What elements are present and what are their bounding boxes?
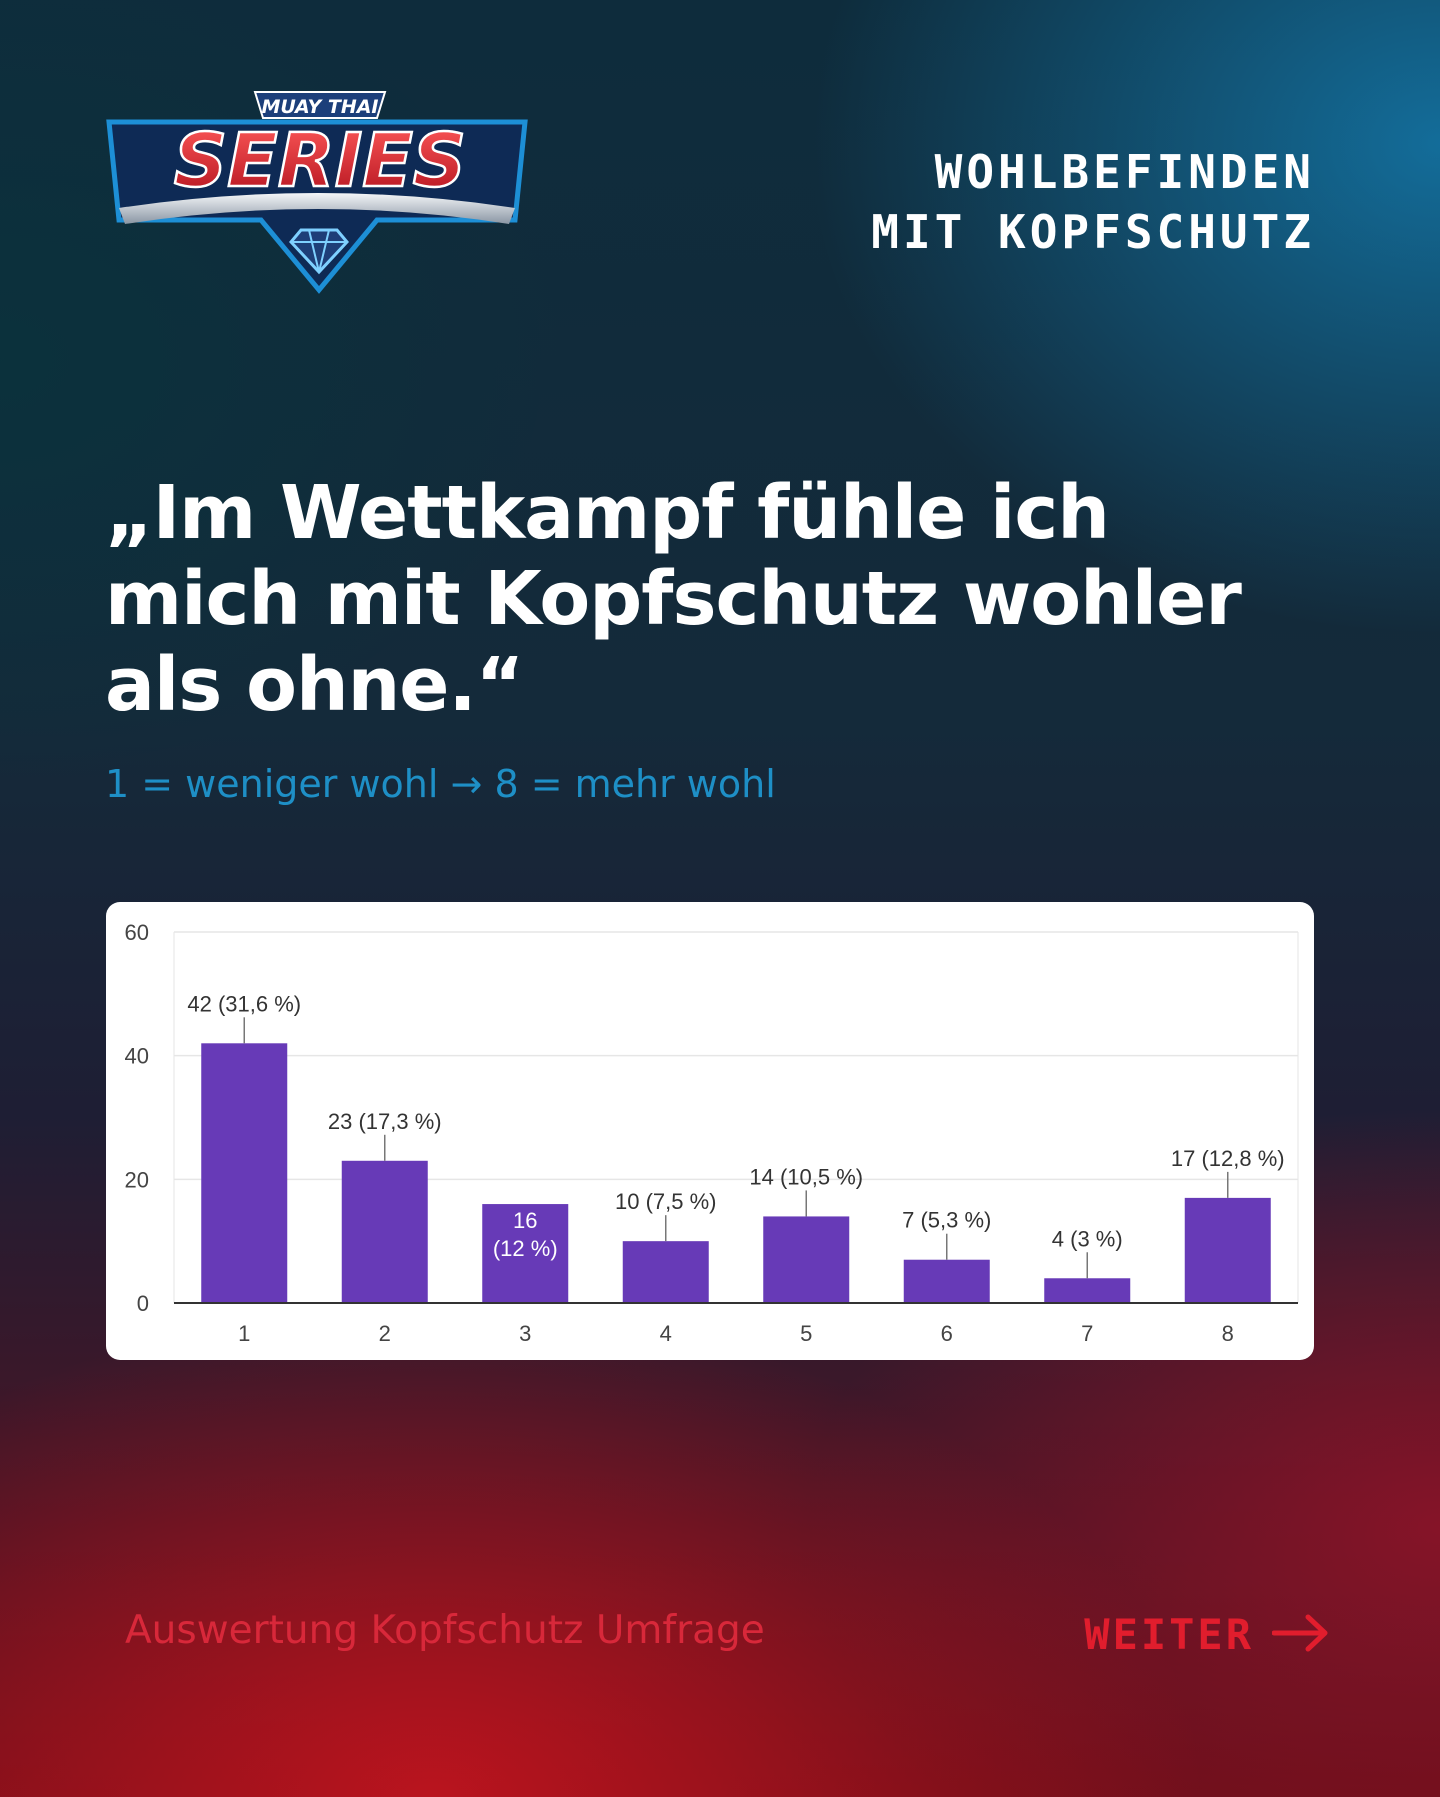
bar-chart: 0 20 40 60 1 42 (31,6 %) 2 23 (17,3 %) 3 16 (12 %)… — [125, 920, 1299, 1346]
corner-title: WOHLBEFINDEN MIT KOPFSCHUTZ — [871, 145, 1315, 259]
headline-quote: „Im Wettkampf fühle ich mich mit Kopfsch… — [105, 470, 1242, 728]
x-tick-label: 7 — [1081, 1321, 1093, 1346]
bar — [201, 1043, 288, 1303]
arrow-right-icon — [1271, 1613, 1330, 1657]
diamond-icon — [289, 228, 349, 275]
data-label: 4 (3 %) — [1052, 1226, 1123, 1251]
y-tick-label: 40 — [125, 1044, 149, 1069]
bar — [341, 1160, 428, 1303]
footer-survey-label: Auswertung Kopfschutz Umfrage — [125, 1608, 765, 1653]
x-tick-label: 8 — [1222, 1321, 1234, 1346]
data-label: 23 (17,3 %) — [328, 1109, 442, 1134]
x-tick-label: 1 — [238, 1321, 250, 1346]
data-label: 10 (7,5 %) — [615, 1189, 717, 1214]
bar — [1044, 1278, 1131, 1303]
y-tick-label: 20 — [125, 1167, 149, 1192]
muay-thai-series-logo: MUAY THAI SERIES — [105, 90, 535, 300]
bar — [1184, 1197, 1271, 1303]
x-tick-label: 5 — [800, 1321, 812, 1346]
data-label: 7 (5,3 %) — [902, 1208, 991, 1233]
scale-note: 1 = weniger wohl → 8 = mehr wohl — [105, 762, 776, 806]
x-tick-label: 2 — [379, 1321, 391, 1346]
chart-card: 0 20 40 60 1 42 (31,6 %) 2 23 (17,3 %) 3 16 (12 %)… — [106, 902, 1314, 1360]
data-label: (12 %) — [493, 1236, 558, 1261]
logo-top-text: MUAY THAI — [261, 96, 378, 118]
bar — [763, 1216, 850, 1303]
next-button[interactable]: WEITER — [1084, 1610, 1330, 1659]
y-tick-label: 0 — [137, 1291, 149, 1316]
data-label: 16 — [513, 1208, 537, 1233]
data-label: 14 (10,5 %) — [749, 1164, 863, 1189]
bar — [903, 1259, 990, 1303]
x-tick-label: 3 — [519, 1321, 531, 1346]
y-tick-label: 60 — [125, 920, 149, 945]
data-label: 17 (12,8 %) — [1171, 1146, 1285, 1171]
x-tick-label: 6 — [941, 1321, 953, 1346]
next-button-label: WEITER — [1084, 1610, 1254, 1659]
logo-main-text: SERIES — [174, 118, 466, 204]
bar — [622, 1241, 709, 1303]
bar — [482, 1204, 569, 1303]
data-label: 42 (31,6 %) — [187, 991, 301, 1016]
x-tick-label: 4 — [660, 1321, 672, 1346]
